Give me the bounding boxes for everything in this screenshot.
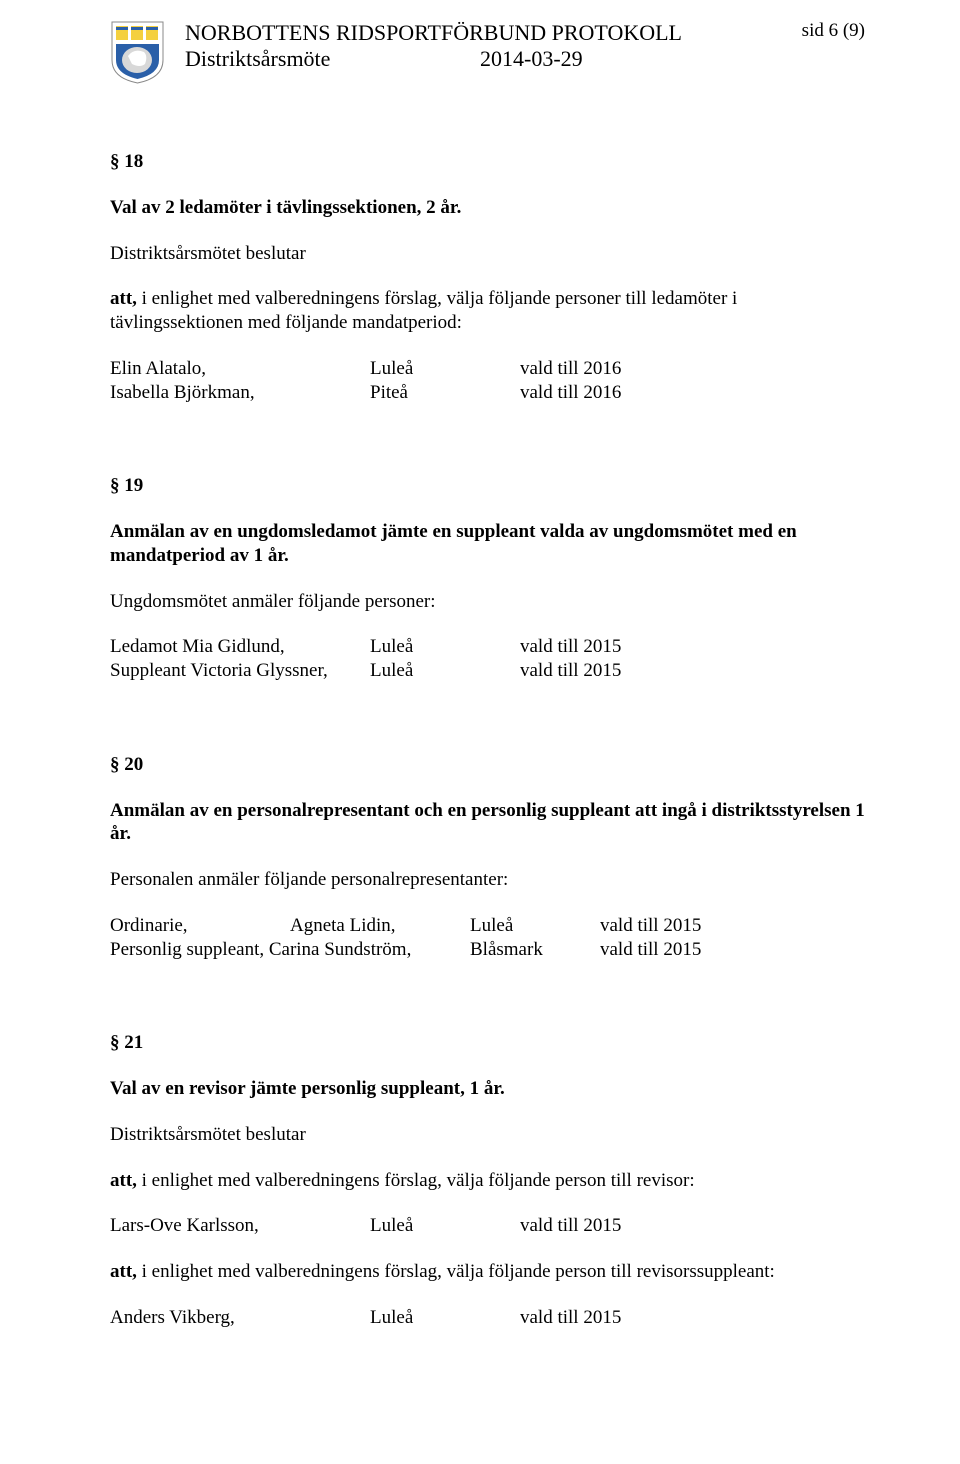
section-18-table: Elin Alatalo, Luleå vald till 2016 Isabe…	[110, 357, 865, 405]
cell-place: Luleå	[370, 357, 520, 381]
section-20-title: Anmälan av en personalrepresentant och e…	[110, 799, 865, 847]
section-19-title: Anmälan av en ungdomsledamot jämte en su…	[110, 520, 865, 568]
cell-place: Piteå	[370, 381, 520, 405]
cell-term: vald till 2016	[520, 357, 865, 381]
section-21-title: Val av en revisor jämte personlig supple…	[110, 1077, 865, 1101]
att-text: i enlighet med valberedningens förslag, …	[142, 1170, 695, 1191]
section-18-title: Val av 2 ledamöter i tävlingssektionen, …	[110, 196, 865, 220]
section-21-att1: att, i enlighet med valberedningens förs…	[110, 1169, 865, 1193]
cell-term: vald till 2015	[520, 635, 865, 659]
att-prefix: att,	[110, 1261, 142, 1282]
section-18-decision: Distriktsårsmötet beslutar	[110, 242, 865, 266]
logo-shield	[110, 20, 165, 85]
section-21-table2: Anders Vikberg, Luleå vald till 2015	[110, 1306, 865, 1330]
cell-term: vald till 2015	[520, 659, 865, 683]
cell-name: Isabella Björkman,	[110, 381, 370, 405]
cell-term: vald till 2015	[520, 1214, 865, 1238]
section-19-intro: Ungdomsmötet anmäler följande personer:	[110, 590, 865, 614]
table-row: Isabella Björkman, Piteå vald till 2016	[110, 381, 865, 405]
document-header: NORBOTTENS RIDSPORTFÖRBUND PROTOKOLL sid…	[110, 20, 865, 85]
document-content: § 18 Val av 2 ledamöter i tävlingssektio…	[110, 150, 865, 1330]
org-title: NORBOTTENS RIDSPORTFÖRBUND PROTOKOLL	[185, 20, 682, 46]
cell-name: Agneta Lidin,	[290, 914, 470, 938]
cell-place: Luleå	[370, 635, 520, 659]
cell-name: Lars-Ove Karlsson,	[110, 1214, 370, 1238]
header-line-1: NORBOTTENS RIDSPORTFÖRBUND PROTOKOLL sid…	[185, 20, 865, 46]
table-row: Anders Vikberg, Luleå vald till 2015	[110, 1306, 865, 1330]
cell-name: Anders Vikberg,	[110, 1306, 370, 1330]
cell-place: Luleå	[470, 914, 600, 938]
cell-place: Luleå	[370, 659, 520, 683]
section-20-table: Ordinarie, Agneta Lidin, Luleå vald till…	[110, 914, 865, 962]
cell-name: Elin Alatalo,	[110, 357, 370, 381]
table-row: Personlig suppleant, Carina Sundström, B…	[110, 938, 865, 962]
header-line-2: Distriktsårsmöte 2014-03-29	[185, 46, 865, 72]
table-row: Lars-Ove Karlsson, Luleå vald till 2015	[110, 1214, 865, 1238]
cell-place: Blåsmark	[470, 938, 600, 962]
cell-name: Suppleant Victoria Glyssner,	[110, 659, 370, 683]
section-19-number: § 19	[110, 474, 865, 498]
section-18-number: § 18	[110, 150, 865, 174]
shield-icon	[110, 20, 165, 85]
table-row: Elin Alatalo, Luleå vald till 2016	[110, 357, 865, 381]
cell-place: Luleå	[370, 1306, 520, 1330]
att-text: i enlighet med valberedningens förslag, …	[110, 288, 737, 333]
section-21-number: § 21	[110, 1031, 865, 1055]
cell-term: vald till 2015	[600, 914, 865, 938]
att-prefix: att,	[110, 1170, 142, 1191]
page-number: sid 6 (9)	[802, 20, 865, 46]
section-20-intro: Personalen anmäler följande personalrepr…	[110, 868, 865, 892]
att-prefix: att,	[110, 288, 142, 309]
att-text: i enlighet med valberedningens förslag, …	[142, 1261, 775, 1282]
cell-term: vald till 2015	[520, 1306, 865, 1330]
section-19-table: Ledamot Mia Gidlund, Luleå vald till 201…	[110, 635, 865, 683]
section-21-table1: Lars-Ove Karlsson, Luleå vald till 2015	[110, 1214, 865, 1238]
cell-place: Luleå	[370, 1214, 520, 1238]
section-21-att2: att, i enlighet med valberedningens förs…	[110, 1260, 865, 1284]
cell-name: Ledamot Mia Gidlund,	[110, 635, 370, 659]
cell-term: vald till 2016	[520, 381, 865, 405]
cell-term: vald till 2015	[600, 938, 865, 962]
table-row: Ordinarie, Agneta Lidin, Luleå vald till…	[110, 914, 865, 938]
section-18-att: att, i enlighet med valberedningens förs…	[110, 287, 865, 335]
cell-rolename: Personlig suppleant, Carina Sundström,	[110, 938, 470, 962]
section-20-number: § 20	[110, 753, 865, 777]
cell-role: Ordinarie,	[110, 914, 290, 938]
meeting-date: 2014-03-29	[480, 46, 583, 72]
table-row: Ledamot Mia Gidlund, Luleå vald till 201…	[110, 635, 865, 659]
meeting-type: Distriktsårsmöte	[185, 46, 480, 72]
header-text-block: NORBOTTENS RIDSPORTFÖRBUND PROTOKOLL sid…	[185, 20, 865, 72]
section-21-decision: Distriktsårsmötet beslutar	[110, 1123, 865, 1147]
table-row: Suppleant Victoria Glyssner, Luleå vald …	[110, 659, 865, 683]
document-page: NORBOTTENS RIDSPORTFÖRBUND PROTOKOLL sid…	[0, 0, 960, 1372]
